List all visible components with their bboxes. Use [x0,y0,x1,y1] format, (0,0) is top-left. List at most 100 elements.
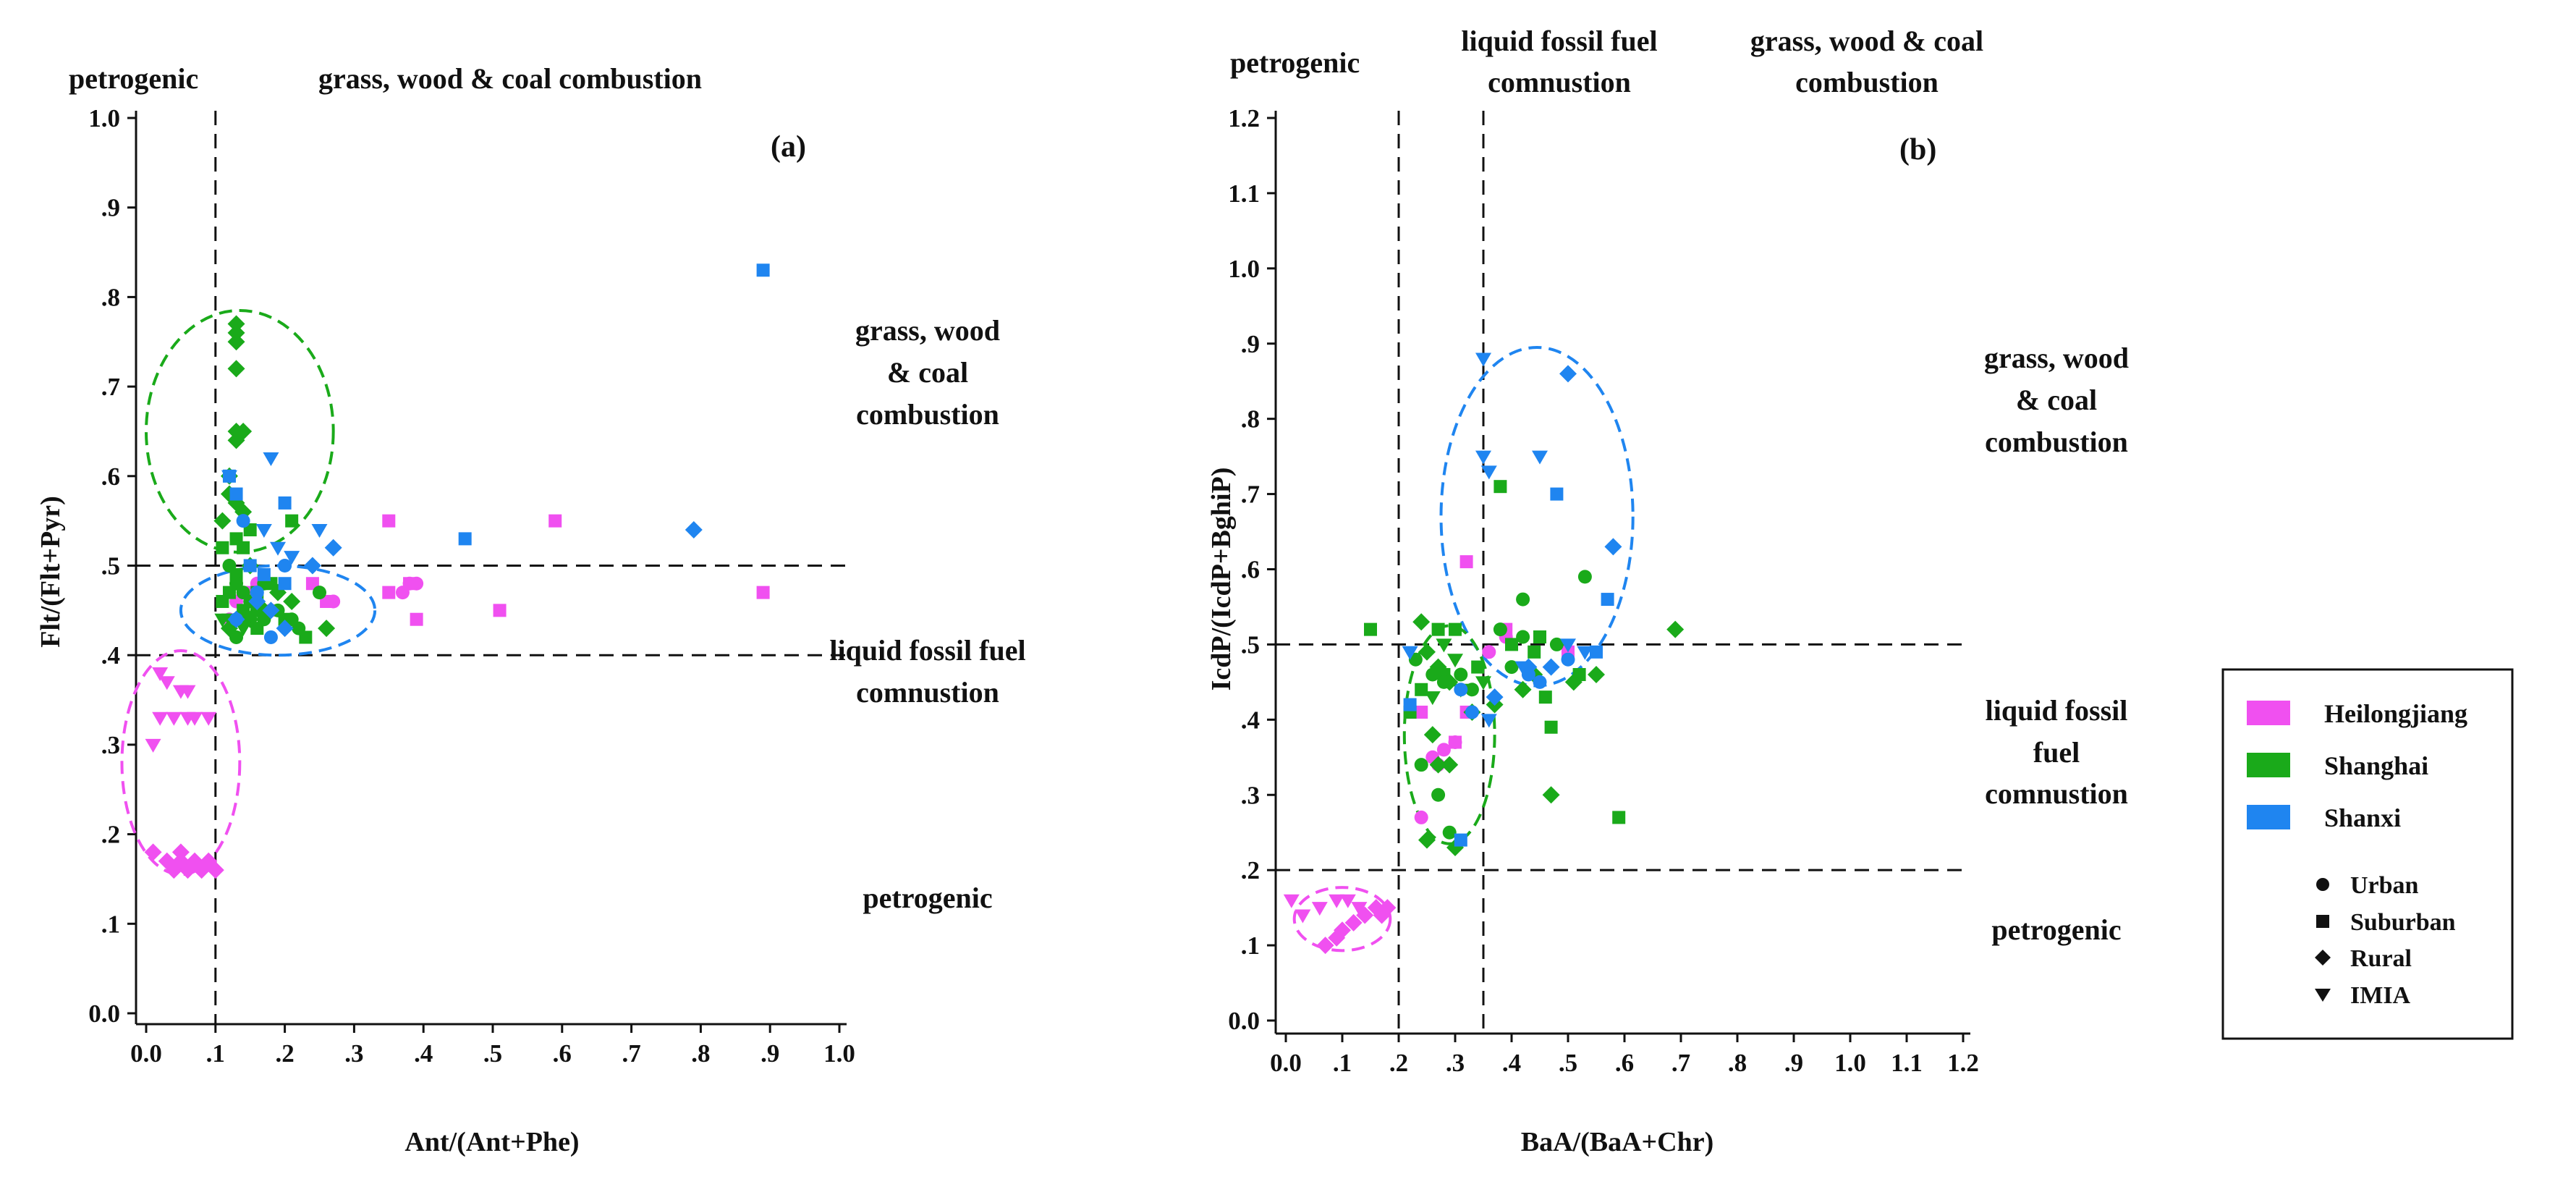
panel-a-point-shanxi-triangle-down [255,524,272,538]
panel-b-x-tick-label: .4 [1502,1049,1521,1077]
panel-a-point-shanxi-square [257,567,271,581]
panel-a-point-shanghai-circle [222,559,237,573]
panel-a-y-tick-label: 0.0 [88,1000,120,1028]
panel-b-point-shanghai-circle [1577,570,1592,584]
panel-b-point-heilongjiang-circle [1414,810,1428,824]
panel-a-point-shanxi-circle [229,612,244,627]
panel-b-point-shanghai-triangle-down [1424,691,1441,706]
panel-a-point-shanghai-diamond [318,620,336,638]
panel-a-top-region-label: grass, wood & coal combustion [318,62,702,95]
panel-a-point-shanghai-square [216,594,229,608]
panel-a-point-shanxi-square [756,263,770,277]
panel-a-ellipse-shanxi [179,564,377,657]
panel-b-y-axis-title: IcdP/(IcdP+BghiP) [1206,468,1237,691]
panel-b-x-tick-label: .3 [1446,1049,1465,1077]
panel-b-point-shanxi-triangle-down [1577,646,1593,660]
panel-a-point-shanxi-triangle-down [270,541,287,556]
panel-a-point-shanxi-circle [263,630,278,644]
panel-a-point-shanxi-circle [250,586,264,600]
panel-b-point-shanghai-diamond [1423,726,1441,744]
panel-a-x-tick-label: 0.0 [130,1039,162,1068]
panel-b-x-tick-label: .1 [1333,1049,1352,1077]
panel-b-right-region-label: & coal [2016,384,2097,416]
panel-a-y-tick-label: .7 [101,373,120,401]
panel-b-y-tick-label: 1.1 [1228,179,1260,208]
panel-b-x-tick-label: 1.0 [1834,1049,1866,1077]
panel-b-top-region-label: comnustion [1488,66,1631,98]
panel-a-point-shanghai-triangle-down [235,622,252,637]
panel-a-x-tick-label: .3 [344,1039,363,1068]
panel-b-point-shanxi-diamond [1542,658,1560,676]
panel-b-y-tick-label: .5 [1241,630,1260,659]
panel-b-point-shanxi-circle [1561,652,1575,667]
panel-b-point-heilongjiang-circle [1482,645,1496,659]
panel-a-point-shanxi-square [458,532,472,546]
panel-b-point-heilongjiang-triangle-down [1283,894,1300,908]
panel-a-point-heilongjiang-triangle-down [179,685,196,699]
panel-b-x-tick-label: .2 [1389,1049,1408,1077]
legend-swatch-heilongjiang [2247,701,2290,725]
panel-a-y-tick-label: 1.0 [88,104,120,132]
panel-b-point-shanxi-triangle-down [1560,638,1576,653]
panel-b-y-tick-label: .3 [1241,781,1260,809]
panel-b-point-shanghai-square [1431,622,1445,636]
panel-a-x-tick-label: .5 [483,1039,502,1068]
panel-a-point-shanghai-circle [292,621,306,635]
panel-b-y-tick-label: 1.0 [1228,255,1260,283]
panel-b-right-region-label: petrogenic [1991,913,2121,946]
legend-marker-suburban [2316,915,2329,928]
panel-a-x-tick-label: .6 [553,1039,572,1068]
panel-b-x-tick-label: .5 [1559,1049,1577,1077]
panel-a-x-tick-label: .2 [275,1039,294,1068]
panel-a-point-heilongjiang-diamond [144,843,162,861]
panel-a-point-shanghai-circle [313,586,326,600]
panel-b-x-tick-label: .9 [1784,1049,1803,1077]
panel-a-point-shanghai-diamond [227,333,245,351]
panel-b-x-tick-label: .8 [1728,1049,1747,1077]
panel-a-y-tick-label: .8 [101,283,120,311]
panel-b-y-tick-label: 1.2 [1228,104,1260,132]
panel-b-point-shanxi-circle [1533,675,1547,689]
panel-a-right-region-label: & coal [887,356,968,389]
panel-b-point-heilongjiang-triangle-down [1311,902,1328,916]
panel-a-x-tick-label: .1 [206,1039,225,1068]
panel-b-label: (b) [1899,133,1936,166]
panel-a-right-region-label: petrogenic [863,882,992,914]
panel-b-y-tick-label: 0.0 [1228,1007,1260,1035]
panel-a-point-shanxi-diamond [262,601,280,620]
panel-a-point-heilongjiang-triangle-down [166,711,182,726]
panel-b-point-heilongjiang-circle [1448,735,1462,750]
panel-b-point-shanghai-diamond [1542,786,1560,804]
panel-a-point-shanxi-square [229,487,243,501]
panel-a-point-shanghai-diamond [227,315,245,333]
panel-b-ellipse-shanghai [1402,624,1496,845]
panel-b-point-heilongjiang-triangle-down [1351,902,1368,916]
legend-marker-imia [2315,989,2331,1002]
panel-b-top-region-label: petrogenic [1230,46,1360,79]
legend-swatch-shanxi [2247,805,2290,829]
panel-b-right-region-label: liquid fossil [1986,694,2128,727]
panel-a-point-heilongjiang-triangle-down [145,738,161,753]
panel-b-y-tick-label: .6 [1241,556,1260,584]
legend-swatch-shanghai [2247,753,2290,777]
panel-a-point-heilongjiang-triangle-down [200,711,217,726]
panel-b-right-region-label: fuel [2033,736,2080,769]
panel-a-point-shanxi-circle [278,559,292,573]
legend: Heilongjiang Shanghai Shanxi Urban Subur… [2221,668,2514,1040]
panel-a-point-heilongjiang-square [493,604,507,617]
panel-b-top-region-label: liquid fossil fuel [1461,25,1657,57]
panel-b-point-shanghai-circle [1414,758,1428,772]
panel-a-point-heilongjiang-triangle-down [158,676,175,690]
panel-a-y-tick-label: .9 [101,194,120,222]
panel-b-point-shanxi-square [1550,487,1564,501]
panel-a-label: (a) [771,130,806,164]
panel-b-point-shanghai-circle [1442,825,1457,840]
panel-b-point-heilongjiang-triangle-down [1295,909,1311,924]
panel-b-point-shanxi-square [1601,593,1614,607]
panel-a-point-heilongjiang-diamond [206,861,224,879]
panel-a-point-heilongjiang-circle [326,594,341,609]
panel-b-point-heilongjiang-diamond [1334,921,1351,939]
legend-label-suburban: Suburban [2350,909,2456,936]
legend-marker-rural [2315,950,2331,966]
panel-b-point-shanxi-square [1403,698,1417,711]
